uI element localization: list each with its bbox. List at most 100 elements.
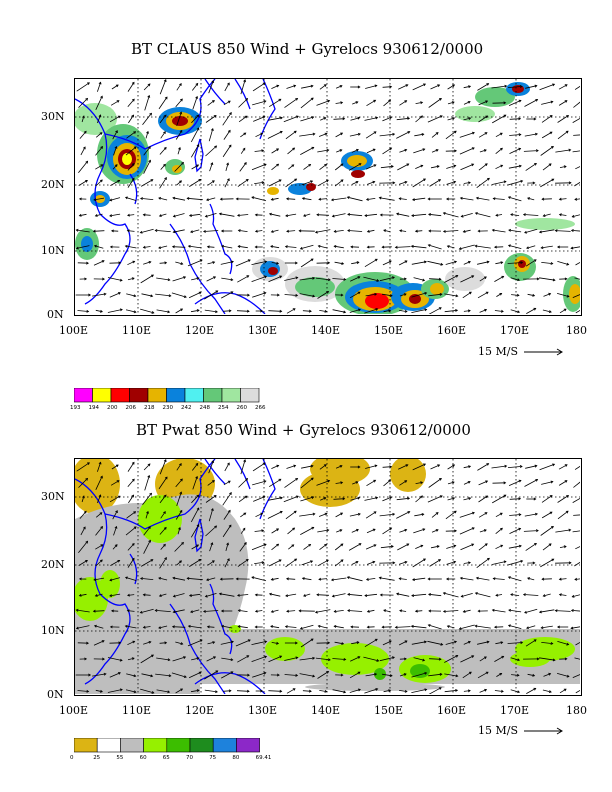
wind-vector-head [312, 656, 316, 660]
wind-vector-head [455, 674, 459, 678]
wind-vector-head [468, 497, 472, 500]
wind-vector [366, 99, 376, 107]
wind-vector [476, 177, 490, 189]
wind-vector-head [564, 464, 568, 467]
wind-vector-head [459, 576, 463, 580]
wind-vector [97, 114, 101, 124]
wind-vector-head [109, 214, 113, 218]
wind-vector [286, 85, 296, 89]
wind-vector-head [518, 479, 522, 483]
wind-vector [494, 310, 504, 312]
wind-vector-head [291, 544, 295, 548]
wind-vector [478, 132, 488, 138]
panel2-xtick-150e: 150E [374, 704, 404, 717]
wind-vector-head [471, 163, 475, 167]
wind-vector-head [147, 463, 151, 467]
wind-vector-head [212, 261, 216, 264]
wind-vector [140, 559, 154, 567]
wind-vector [527, 577, 535, 581]
panel1-ytick-20n: 20N [41, 178, 65, 191]
wind-vector-head [111, 229, 114, 233]
wind-vector-head [187, 244, 191, 248]
wind-vector-head [486, 83, 490, 86]
wind-vector-head [499, 672, 503, 676]
wind-vector-head [453, 164, 457, 168]
wind-vector [251, 196, 267, 202]
wind-vector [109, 197, 121, 201]
wind-vector-head [454, 149, 457, 153]
wind-vector [95, 164, 103, 170]
wind-vector [444, 275, 458, 283]
wind-vector [540, 178, 554, 188]
wind-vector-head [468, 291, 472, 295]
wind-vector-head [308, 543, 312, 547]
wind-vector [479, 309, 487, 313]
colorbar-label: 0 [70, 755, 74, 761]
panel1-map-canvas [75, 79, 580, 314]
wind-vector-head [357, 656, 361, 659]
wind-vector-head [93, 244, 97, 248]
wind-vector-head [310, 464, 314, 468]
wind-vector-head [356, 261, 360, 265]
wind-vector-head [389, 85, 393, 89]
wind-vector-head [467, 309, 471, 313]
wind-vector [525, 639, 537, 647]
wind-vector-head [557, 245, 560, 249]
wind-vector-head [326, 671, 330, 674]
wind-vector-head [198, 291, 202, 295]
wind-vector-head [378, 576, 382, 580]
wind-vector-head [88, 673, 92, 677]
wind-vector-head [471, 275, 475, 279]
wind-vector-head [100, 525, 103, 529]
wind-vector [176, 180, 182, 186]
colorbar-label: 254 [218, 405, 229, 411]
wind-vector [541, 115, 553, 123]
wind-vector-head [215, 290, 219, 294]
panel2-xtick-130e: 130E [248, 704, 278, 717]
wind-vector-head [109, 198, 113, 202]
wind-vector [222, 492, 232, 506]
wind-vector [207, 626, 215, 628]
wind-vector-head [566, 262, 570, 266]
wind-vector-head [308, 309, 312, 313]
wind-vector [206, 197, 216, 201]
wind-vector [363, 656, 379, 662]
wind-vector-head [570, 246, 574, 250]
wind-vector [126, 511, 136, 519]
wind-vector-head [264, 640, 268, 644]
wind-vector [80, 526, 86, 536]
wind-vector-head [276, 641, 280, 645]
wind-vector-head [85, 477, 89, 481]
wind-vector [251, 163, 267, 171]
wind-vector-head [339, 149, 343, 152]
wind-vector [159, 494, 167, 504]
wind-vector-head [151, 691, 155, 694]
wind-vector [254, 562, 264, 564]
wind-vector [160, 511, 166, 519]
wind-vector [79, 511, 87, 519]
wind-vector [558, 464, 568, 470]
wind-vector [365, 85, 377, 89]
wind-vector [541, 642, 553, 644]
wind-vector-head [500, 164, 504, 168]
wind-vector-head [494, 625, 497, 629]
wind-vector [252, 82, 266, 92]
wind-vector-head [471, 655, 475, 659]
wind-vector [525, 259, 537, 267]
wind-vector-head [133, 310, 137, 314]
wind-vector [366, 479, 376, 487]
wind-vector [159, 459, 167, 475]
wind-vector [509, 514, 521, 516]
wind-vector-head [75, 626, 79, 630]
wind-vector-head [452, 464, 456, 468]
colorbar-swatch [92, 388, 112, 403]
wind-vector-head [119, 278, 123, 282]
wind-vector [347, 593, 363, 597]
wind-vector-head [549, 115, 553, 118]
wind-vector-head [93, 578, 97, 582]
wind-vector-head [519, 465, 523, 469]
wind-vector-head [455, 275, 459, 278]
wind-vector [187, 197, 203, 201]
wind-vector-head [522, 213, 526, 217]
wind-vector [415, 495, 423, 503]
